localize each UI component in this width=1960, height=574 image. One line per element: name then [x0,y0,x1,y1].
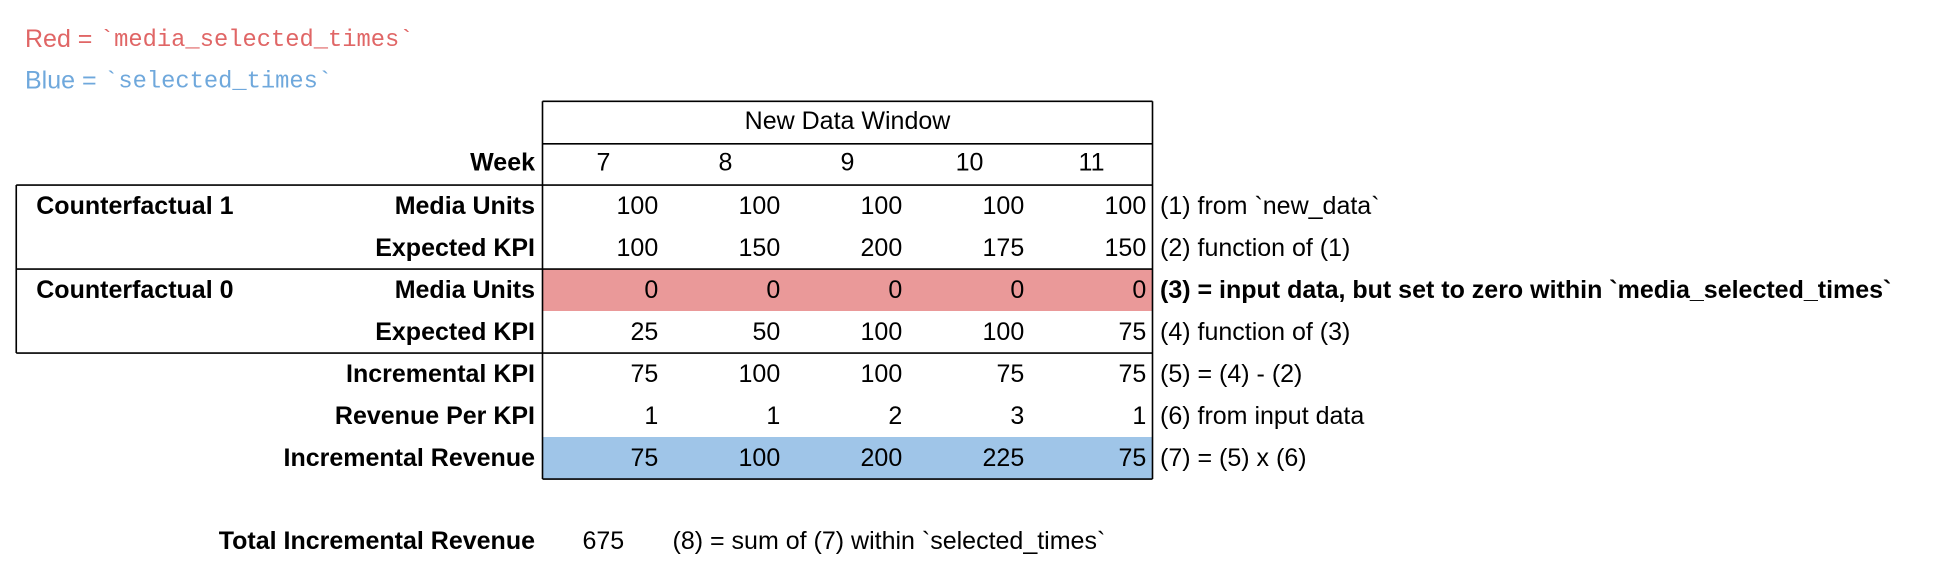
row-label: Expected KPI [375,234,535,262]
cell-value: 100 [1105,192,1147,220]
group-label: Counterfactual 1 [36,192,233,220]
week-number: 10 [956,148,984,176]
row-label: Incremental KPI [346,360,535,388]
legend-label: Red = [25,25,92,53]
row-note: (3) = input data, but set to zero within… [1160,276,1891,304]
row-note: (2) function of (1) [1160,234,1350,262]
cell-value: 50 [752,318,780,346]
cell-value: 100 [983,192,1025,220]
week-number: 9 [841,148,855,176]
cell-value: 200 [861,234,903,262]
week-number: 8 [719,148,733,176]
row-note: (4) function of (3) [1160,318,1350,346]
highlight-row [542,269,1153,311]
cell-value: 75 [1118,318,1146,346]
cell-value: 75 [1118,360,1146,388]
cell-value: 200 [861,444,903,472]
cell-value: 75 [630,360,658,388]
legend-code: `media_selected_times` [100,27,414,54]
cell-value: 0 [888,276,902,304]
cell-value: 100 [983,318,1025,346]
row-note: (1) from `new_data` [1160,192,1380,220]
row-label: Revenue Per KPI [335,402,535,430]
row-note: (6) from input data [1160,402,1364,430]
cell-value: 75 [630,444,658,472]
cell-value: 25 [630,318,658,346]
row-label: Media Units [395,192,535,220]
cell-value: 150 [739,234,781,262]
cell-value: 100 [617,192,659,220]
cell-value: 2 [888,402,902,430]
cell-value: 100 [617,234,659,262]
cell-value: 0 [644,276,658,304]
row-label: Expected KPI [375,318,535,346]
cell-value: 100 [739,360,781,388]
legend-label: Blue = [25,66,97,94]
cell-value: 150 [1105,234,1147,262]
window-title: New Data Window [745,107,952,135]
cell-value: 1 [1132,402,1146,430]
cell-value: 225 [983,444,1025,472]
cell-value: 75 [996,360,1024,388]
cell-value: 0 [1010,276,1024,304]
total-value: 675 [583,527,625,555]
cell-value: 175 [983,234,1025,262]
row-label: Incremental Revenue [284,444,536,472]
legend-line: Blue = `selected_times` [25,66,332,96]
row-note: (5) = (4) - (2) [1160,360,1302,388]
cell-value: 1 [766,402,780,430]
cell-value: 0 [766,276,780,304]
cell-value: 100 [739,192,781,220]
legend-line: Red = `media_selected_times` [25,25,413,55]
cell-value: 100 [739,444,781,472]
cell-value: 100 [861,318,903,346]
week-number: 7 [597,148,611,176]
highlight-row [542,437,1153,479]
row-label: Media Units [395,276,535,304]
week-label: Week [470,148,535,176]
legend-code: `selected_times` [104,69,332,96]
total-label: Total Incremental Revenue [219,527,535,555]
cell-value: 3 [1010,402,1024,430]
cell-value: 75 [1118,444,1146,472]
cell-value: 1 [644,402,658,430]
row-note: (7) = (5) x (6) [1160,444,1307,472]
cell-value: 100 [861,360,903,388]
group-label: Counterfactual 0 [36,276,233,304]
total-note: (8) = sum of (7) within `selected_times` [673,527,1106,555]
cell-value: 100 [861,192,903,220]
cell-value: 0 [1132,276,1146,304]
week-number: 11 [1079,148,1105,176]
